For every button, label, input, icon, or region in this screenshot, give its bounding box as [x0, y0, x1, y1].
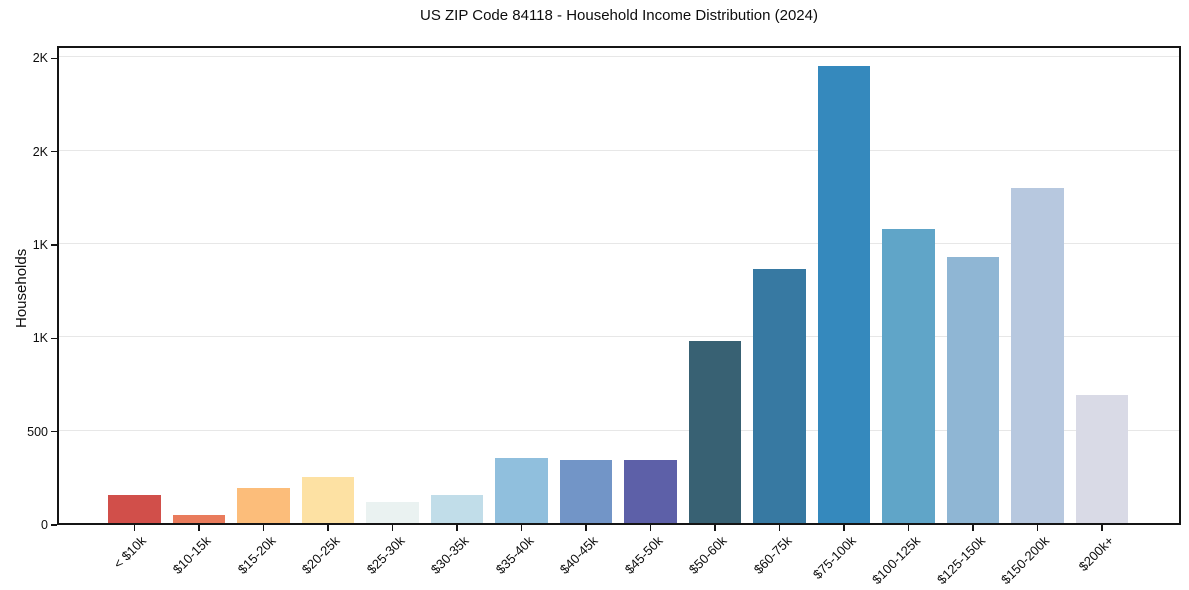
- x-tick-label: $15-20k: [234, 533, 279, 577]
- x-tick-mark: [778, 525, 781, 531]
- x-tick-mark: [391, 525, 394, 531]
- x-tick-label: $35-40k: [492, 533, 537, 577]
- x-tick-label: $60-75k: [750, 533, 795, 577]
- x-tick-label: $100-125k: [869, 533, 924, 588]
- x-tick-label: $200k+: [1075, 533, 1117, 575]
- x-tick-mark: [585, 525, 587, 531]
- bar: [237, 487, 290, 523]
- gridline: [59, 336, 1179, 338]
- x-tick-mark: [714, 525, 716, 531]
- x-tick-mark: [907, 525, 910, 531]
- x-tick-label: $40-45k: [556, 533, 601, 577]
- x-tick-mark: [520, 525, 523, 531]
- y-tick-label: 1K: [32, 331, 48, 346]
- bar: [817, 65, 871, 523]
- bar: [430, 495, 484, 523]
- x-tick-label: $10-15k: [169, 533, 214, 577]
- x-tick-mark: [456, 525, 458, 531]
- x-tick-label: $20-25k: [298, 533, 343, 577]
- bar: [753, 269, 806, 523]
- x-tick-label: $45-50k: [621, 533, 666, 577]
- bar: [688, 340, 742, 523]
- x-tick-mark: [327, 525, 329, 531]
- y-tick-mark: [51, 337, 57, 340]
- x-tick-mark: [133, 525, 136, 531]
- y-tick-mark: [51, 57, 57, 59]
- y-tick-label: 2K: [32, 51, 48, 66]
- bar: [882, 228, 935, 523]
- x-tick-label: $125-150k: [933, 533, 988, 588]
- x-tick-mark: [972, 525, 974, 531]
- x-tick-label: $75-100k: [809, 533, 859, 582]
- x-tick-mark: [262, 525, 265, 531]
- bar: [1075, 395, 1129, 523]
- y-tick-mark: [51, 244, 57, 246]
- y-tick-label: 1K: [32, 237, 48, 252]
- y-tick-mark: [51, 524, 57, 526]
- y-tick-label: 0: [41, 518, 48, 532]
- x-tick-label: $30-35k: [427, 533, 472, 577]
- gridline: [59, 242, 1179, 244]
- bar: [624, 460, 677, 523]
- gridline: [59, 56, 1179, 58]
- plot-area: [57, 46, 1181, 525]
- gridline: [59, 429, 1179, 431]
- bar: [301, 477, 355, 523]
- bar: [495, 457, 548, 523]
- x-tick-mark: [843, 525, 845, 531]
- y-axis-title: Households: [13, 248, 30, 328]
- x-tick-label: $150-200k: [998, 533, 1053, 588]
- bar: [108, 495, 161, 523]
- y-tick-mark: [51, 150, 57, 153]
- bar: [559, 459, 613, 523]
- x-tick-label: $25-30k: [363, 533, 408, 577]
- x-tick-mark: [198, 525, 200, 531]
- bar: [366, 502, 419, 523]
- bar: [172, 514, 226, 523]
- x-tick-mark: [1101, 525, 1103, 531]
- gridline: [59, 149, 1179, 151]
- x-tick-label: $50-60k: [685, 533, 730, 577]
- x-tick-mark: [649, 525, 652, 531]
- bar: [946, 256, 1000, 523]
- x-tick-label: < $10k: [110, 533, 150, 572]
- bar: [1011, 187, 1064, 523]
- y-tick-label: 500: [27, 424, 48, 439]
- y-tick-label: 2K: [32, 144, 48, 159]
- x-tick-mark: [1036, 525, 1039, 531]
- y-tick-mark: [51, 430, 57, 433]
- chart-title: US ZIP Code 84118 - Household Income Dis…: [420, 7, 818, 24]
